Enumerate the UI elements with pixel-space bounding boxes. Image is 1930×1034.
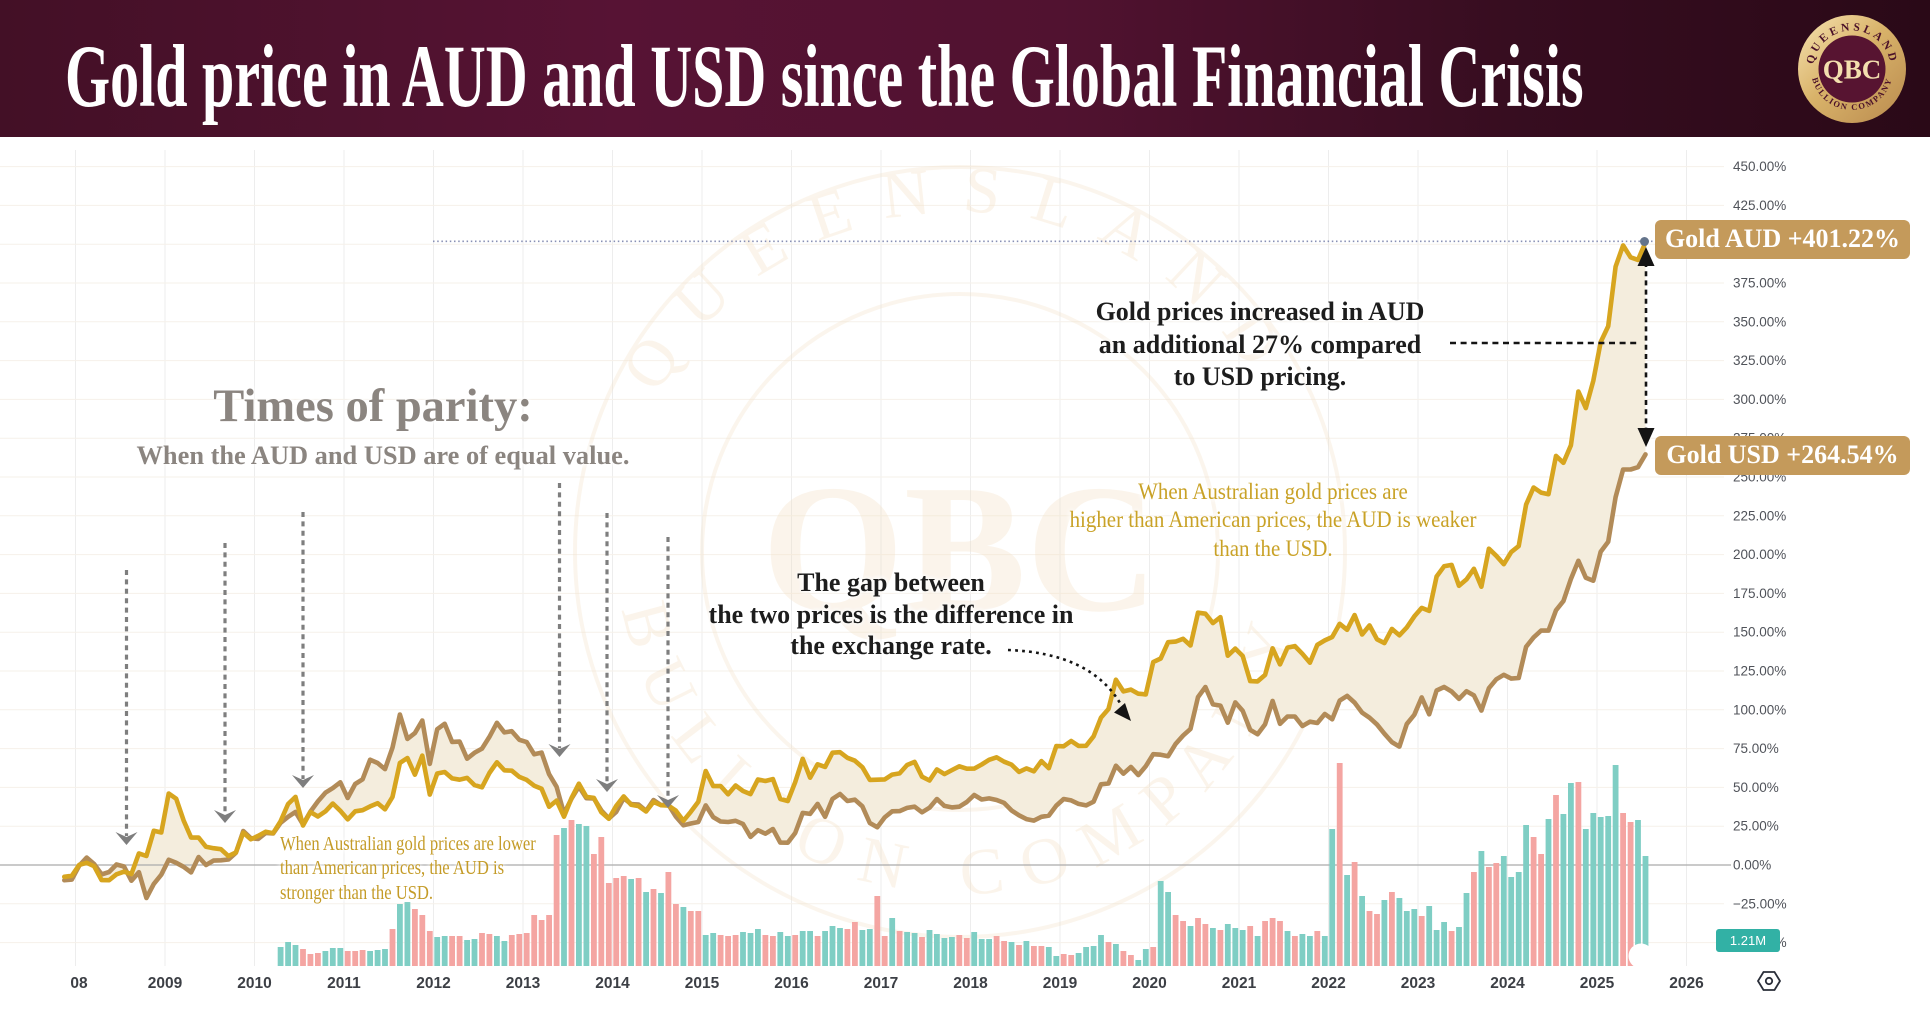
svg-text:75.00%: 75.00% (1733, 741, 1779, 756)
svg-text:425.00%: 425.00% (1733, 198, 1786, 213)
svg-text:0.00%: 0.00% (1733, 858, 1771, 873)
svg-text:2012: 2012 (416, 975, 450, 992)
svg-text:2010: 2010 (237, 975, 271, 992)
svg-text:100.00%: 100.00% (1733, 702, 1786, 717)
svg-text:2026: 2026 (1669, 975, 1704, 992)
svg-text:08: 08 (70, 975, 88, 992)
svg-text:175.00%: 175.00% (1733, 586, 1786, 601)
svg-text:2014: 2014 (595, 975, 630, 992)
svg-text:2024: 2024 (1490, 975, 1525, 992)
svg-text:2018: 2018 (953, 975, 988, 992)
svg-text:2009: 2009 (148, 975, 183, 992)
svg-text:−25.00%: −25.00% (1733, 896, 1787, 911)
svg-text:2016: 2016 (774, 975, 809, 992)
svg-text:QBC: QBC (762, 447, 1159, 650)
svg-text:150.00%: 150.00% (1733, 625, 1786, 640)
svg-text:200.00%: 200.00% (1733, 547, 1786, 562)
svg-text:2022: 2022 (1311, 975, 1345, 992)
svg-text:2015: 2015 (685, 975, 720, 992)
svg-text:375.00%: 375.00% (1733, 276, 1786, 291)
svg-text:300.00%: 300.00% (1733, 392, 1786, 407)
svg-text:2013: 2013 (506, 975, 541, 992)
svg-text:125.00%: 125.00% (1733, 664, 1786, 679)
svg-text:2023: 2023 (1401, 975, 1436, 992)
svg-text:225.00%: 225.00% (1733, 508, 1786, 523)
svg-text:50.00%: 50.00% (1733, 780, 1779, 795)
svg-text:2019: 2019 (1043, 975, 1078, 992)
svg-text:25.00%: 25.00% (1733, 819, 1779, 834)
svg-text:QBC: QBC (1823, 55, 1882, 85)
svg-text:2011: 2011 (327, 975, 361, 992)
svg-text:325.00%: 325.00% (1733, 353, 1786, 368)
svg-text:350.00%: 350.00% (1733, 314, 1786, 329)
svg-text:2025: 2025 (1580, 975, 1615, 992)
svg-text:2017: 2017 (864, 975, 898, 992)
svg-text:2020: 2020 (1132, 975, 1166, 992)
svg-text:450.00%: 450.00% (1733, 159, 1786, 174)
svg-text:2021: 2021 (1222, 975, 1257, 992)
